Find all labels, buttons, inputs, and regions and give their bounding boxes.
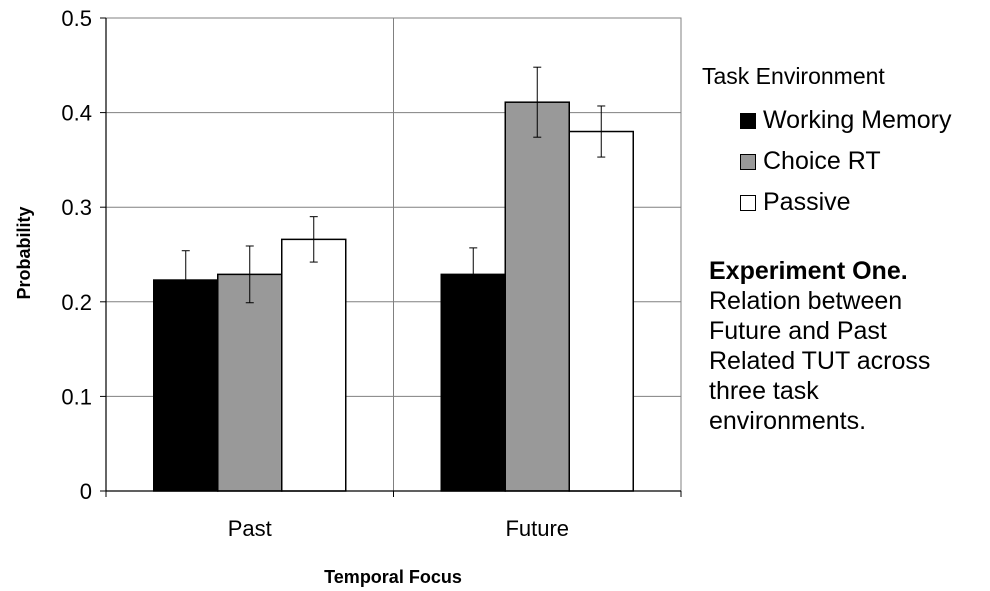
legend-label-working-memory: Working Memory	[763, 106, 952, 134]
y-axis-title: Probability	[14, 206, 34, 299]
y-tick-label: 0.5	[61, 6, 92, 31]
bar	[504, 101, 570, 492]
legend-swatch-choice-rt	[740, 153, 756, 170]
x-tick-label: Past	[228, 516, 272, 541]
y-tick-label: 0.3	[61, 195, 92, 220]
y-tick-label: 0.1	[61, 384, 92, 409]
y-tick-label: 0.4	[61, 101, 92, 126]
axes: 0 0.1 0.2 0.3 0.4 0.5 Past Future	[61, 6, 682, 541]
y-tick-label: 0.2	[61, 290, 92, 315]
legend-item-choice-rt: Choice RT	[740, 141, 990, 182]
x-tick-label: Future	[505, 516, 569, 541]
legend-title: Task Environment	[702, 63, 885, 89]
bar	[217, 273, 283, 492]
caption-line: Future and Past	[709, 317, 887, 345]
caption-line: environments.	[709, 407, 867, 435]
legend-swatch-working-memory	[740, 112, 756, 129]
x-axis-title: Temporal Focus	[324, 567, 462, 587]
caption-line: three task	[709, 377, 819, 405]
caption-line: Related TUT across	[709, 347, 931, 375]
bar	[568, 130, 634, 492]
bar	[281, 238, 347, 492]
legend-swatch-passive	[740, 194, 756, 211]
caption-title: Experiment One.	[709, 257, 908, 285]
bar	[440, 273, 506, 492]
y-tick-label: 0	[80, 479, 92, 504]
caption-line: Relation between	[709, 287, 903, 315]
bar	[153, 279, 219, 492]
bars	[153, 66, 634, 492]
legend-item-working-memory: Working Memory	[740, 100, 990, 141]
legend: Task Environment Working Memory Choice R…	[702, 62, 990, 223]
legend-item-passive: Passive	[740, 182, 990, 223]
legend-label-choice-rt: Choice RT	[763, 147, 881, 175]
legend-label-passive: Passive	[763, 188, 851, 216]
figure-caption: Experiment One. Relation between Future …	[709, 256, 989, 436]
